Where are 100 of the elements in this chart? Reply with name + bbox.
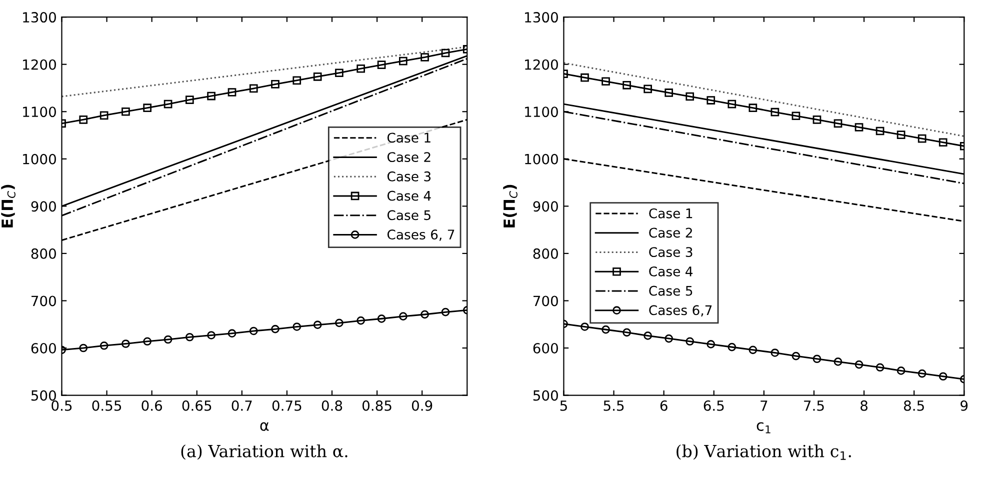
point [420, 53, 429, 62]
point [876, 363, 884, 372]
point [644, 332, 652, 340]
y-tick-label: 900 [31, 201, 56, 212]
point [122, 340, 130, 348]
y-tick-label: 1300 [525, 12, 558, 23]
x-tick-label: 5 [560, 400, 567, 411]
legend-label: Case 3 [387, 171, 431, 182]
y-tick-label: 800 [31, 248, 56, 259]
y-axis-title: E(Π$_{C}$) [503, 184, 518, 228]
y-axis-title: E(Π$_{C}$) [1, 184, 16, 228]
y-tick-label: 1000 [23, 154, 56, 164]
x-tick-label: 5.5 [604, 400, 624, 411]
y-tick-label: 700 [534, 296, 558, 306]
point [622, 80, 631, 90]
x-tick-label: 6.5 [704, 400, 724, 411]
x-axis-title: α [260, 422, 269, 431]
point [399, 312, 408, 320]
point [876, 126, 884, 136]
point [79, 116, 88, 124]
point [580, 73, 589, 82]
y-tick-label: 1000 [525, 154, 558, 164]
x-tick-label: 7 [760, 400, 768, 411]
x-tick-label: 0.6 [142, 400, 162, 411]
y-tick-label: 1200 [525, 59, 558, 70]
x-tick-label: 8 [860, 400, 868, 411]
point [207, 331, 216, 340]
point [748, 346, 758, 354]
x-tick-label: 7.5 [804, 400, 824, 411]
legend-label: Case 1 [649, 208, 692, 218]
point [249, 84, 258, 93]
text: (a) Variation with α. [181, 444, 348, 460]
point [313, 72, 322, 81]
x-tick-label: 6 [660, 400, 668, 411]
x-axis-title: c$_{1}$ [756, 422, 770, 434]
x-tick-label: 9 [960, 400, 968, 411]
legend-label: Case 3 [649, 247, 692, 258]
point [854, 123, 864, 132]
point [377, 314, 386, 323]
point [918, 369, 926, 378]
point [728, 342, 736, 352]
point [896, 130, 906, 139]
point [441, 48, 450, 58]
point [748, 104, 758, 112]
point [292, 322, 302, 331]
point [602, 325, 610, 334]
x-tick-label: 8.5 [904, 400, 924, 411]
point [292, 76, 302, 85]
point [143, 337, 152, 346]
point [228, 329, 236, 338]
point [812, 116, 822, 124]
legend-label: Cases 6,7 [649, 305, 712, 316]
point [100, 341, 108, 350]
x-tick-label: 0.7 [232, 400, 252, 411]
legend-label: Case 5 [387, 210, 430, 220]
point [122, 107, 130, 116]
point [580, 322, 589, 331]
point [834, 358, 842, 366]
y-tick-label: 800 [533, 248, 558, 259]
text: (b) Variation with c$_{1}$. [676, 444, 851, 460]
point [143, 104, 152, 112]
legend-label: Case 1 [387, 132, 430, 143]
point [335, 68, 344, 78]
point [79, 344, 88, 352]
point [834, 119, 842, 128]
point [664, 334, 674, 343]
point [938, 372, 948, 381]
y-tick-label: 700 [32, 296, 56, 306]
point [896, 366, 906, 375]
y-tick-label: 1200 [23, 59, 56, 70]
y-tick-label: 500 [533, 390, 558, 401]
point [644, 84, 652, 94]
point [356, 316, 365, 325]
point [100, 111, 108, 120]
y-tick-label: 600 [533, 342, 558, 354]
point [377, 60, 386, 69]
y-tick-label: 1100 [525, 106, 558, 118]
legend-label: Cases 6, 7 [387, 230, 454, 241]
point [335, 318, 344, 328]
x-tick-label: 0.85 [362, 400, 392, 411]
x-tick-label: 0.9 [412, 400, 432, 411]
point [207, 92, 216, 100]
x-tick-label: 0.5 [52, 400, 72, 411]
legend-label: Case 5 [649, 286, 692, 296]
point [622, 328, 631, 337]
point [249, 326, 258, 336]
point [271, 80, 280, 88]
point [271, 324, 280, 334]
y-tick-label: 1100 [23, 106, 56, 118]
point [686, 337, 694, 346]
point [792, 352, 800, 360]
y-tick-label: 500 [31, 390, 56, 401]
point [854, 360, 864, 369]
point [164, 100, 172, 108]
point [186, 96, 194, 104]
x-tick-label: 0.65 [182, 400, 212, 411]
point [918, 134, 926, 143]
point [228, 88, 236, 96]
x-tick-label: 0.55 [92, 400, 122, 411]
y-tick-label: 900 [533, 201, 558, 212]
